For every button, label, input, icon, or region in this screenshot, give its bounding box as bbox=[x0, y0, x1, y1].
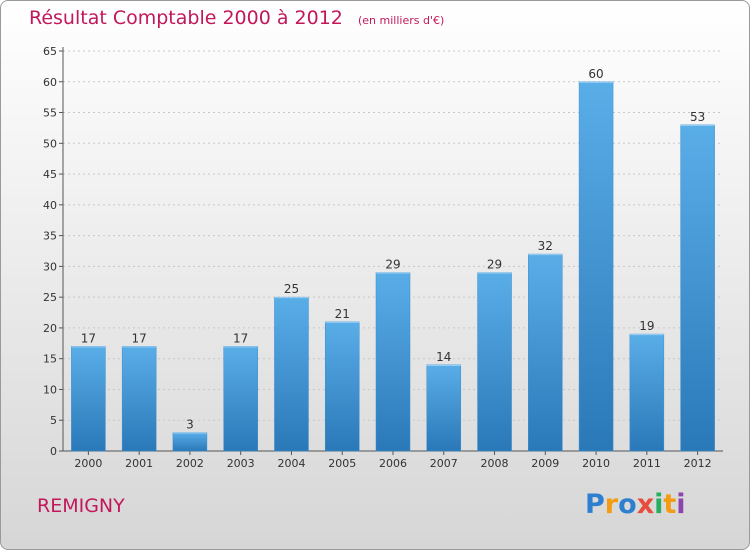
value-label-2011: 19 bbox=[639, 319, 654, 333]
proxiti-logo: Proxiti bbox=[585, 489, 686, 520]
value-label-2005: 21 bbox=[335, 307, 350, 321]
x-tick-label-2005: 2005 bbox=[328, 457, 356, 470]
bar-2001 bbox=[121, 346, 157, 452]
logo-letter: P bbox=[585, 489, 605, 520]
value-label-2004: 25 bbox=[284, 282, 299, 296]
value-label-2012: 53 bbox=[690, 110, 705, 124]
logo-letter: o bbox=[618, 489, 637, 520]
bar-2003 bbox=[223, 346, 258, 452]
y-tick-label: 65 bbox=[43, 45, 57, 58]
y-tick-label: 20 bbox=[43, 322, 57, 335]
bar-2005 bbox=[324, 321, 360, 452]
logo-letter: i bbox=[676, 489, 686, 520]
value-label-2003: 17 bbox=[233, 331, 248, 345]
x-tick-label-2010: 2010 bbox=[582, 457, 610, 470]
value-label-2002: 3 bbox=[186, 418, 194, 432]
y-tick-label: 0 bbox=[50, 445, 57, 458]
x-tick-label-2008: 2008 bbox=[481, 457, 509, 470]
bar-2008 bbox=[477, 272, 512, 452]
bar-2012 bbox=[680, 124, 715, 452]
bar-2009 bbox=[528, 253, 563, 452]
x-tick-label-2006: 2006 bbox=[379, 457, 407, 470]
y-tick-label: 55 bbox=[43, 107, 57, 120]
value-label-2009: 32 bbox=[538, 239, 553, 253]
y-tick-label: 45 bbox=[43, 168, 57, 181]
x-tick-label-2011: 2011 bbox=[633, 457, 661, 470]
bar-2011 bbox=[629, 333, 665, 452]
y-tick-label: 10 bbox=[43, 383, 57, 396]
bar-2006 bbox=[375, 272, 411, 452]
chart-title-line: Résultat Comptable 2000 à 2012 (en milli… bbox=[29, 7, 444, 29]
x-tick-label-2003: 2003 bbox=[227, 457, 255, 470]
x-tick-label-2009: 2009 bbox=[531, 457, 559, 470]
x-tick-label-2007: 2007 bbox=[430, 457, 458, 470]
logo-letter: t bbox=[663, 489, 677, 520]
value-label-2000: 17 bbox=[81, 331, 96, 345]
y-tick-label: 40 bbox=[43, 199, 57, 212]
logo-letter: r bbox=[604, 489, 619, 520]
x-tick-label-2012: 2012 bbox=[684, 457, 712, 470]
value-label-2001: 17 bbox=[132, 331, 147, 345]
bar-2007 bbox=[426, 364, 462, 452]
y-tick-label: 60 bbox=[43, 76, 57, 89]
bar-2010 bbox=[578, 81, 614, 452]
value-label-2006: 29 bbox=[385, 258, 400, 272]
y-tick-label: 30 bbox=[43, 260, 57, 273]
y-tick-label: 15 bbox=[43, 353, 57, 366]
bars bbox=[71, 81, 715, 452]
x-tick-label-2001: 2001 bbox=[125, 457, 153, 470]
chart-title: Résultat Comptable 2000 à 2012 bbox=[29, 7, 343, 29]
value-label-2007: 14 bbox=[436, 350, 451, 364]
y-tick-label: 50 bbox=[43, 137, 57, 150]
x-tick-label-2000: 2000 bbox=[74, 457, 102, 470]
bar-2002 bbox=[172, 432, 208, 452]
y-tick-label: 25 bbox=[43, 291, 57, 304]
logo-letter: x bbox=[636, 489, 655, 520]
value-label-2010: 60 bbox=[588, 67, 603, 81]
value-label-2008: 29 bbox=[487, 258, 502, 272]
x-tick-label-2002: 2002 bbox=[176, 457, 204, 470]
y-tick-label: 35 bbox=[43, 230, 57, 243]
chart-subtitle: (en milliers d'€) bbox=[357, 14, 445, 27]
bar-2000 bbox=[71, 346, 106, 452]
bar-2004 bbox=[274, 296, 309, 452]
labels: 17 2000 17 2001 3 2002 17 2003 25 2004 21 2005 29 200… bbox=[74, 67, 711, 470]
commune-name: REMIGNY bbox=[37, 495, 125, 517]
x-tick-label-2004: 2004 bbox=[277, 457, 305, 470]
y-tick-label: 5 bbox=[50, 414, 57, 427]
logo-letter: i bbox=[654, 489, 664, 520]
